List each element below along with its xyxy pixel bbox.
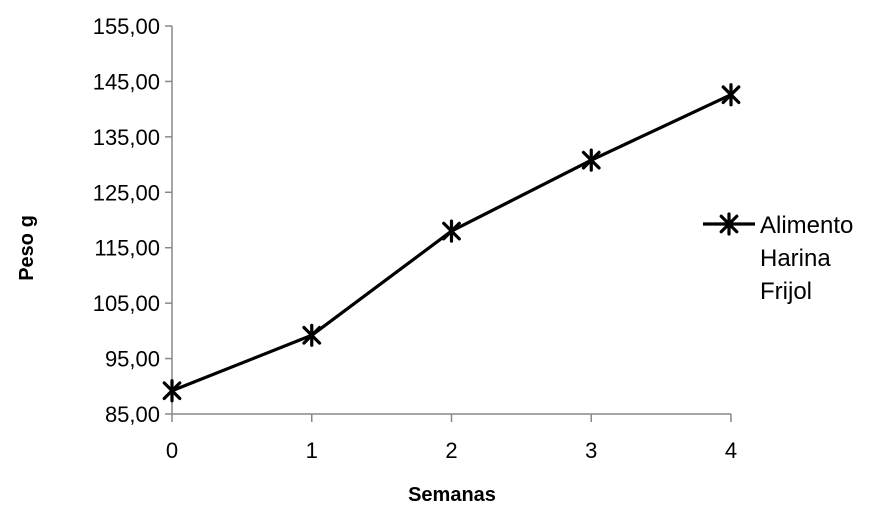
x-tick-label: 2 xyxy=(445,438,457,463)
y-tick-label: 115,00 xyxy=(94,236,160,261)
series-layer xyxy=(162,83,741,403)
y-tick-label: 95,00 xyxy=(105,347,160,372)
x-tick-label: 3 xyxy=(585,438,597,463)
y-tick-label: 125,00 xyxy=(93,180,160,205)
y-tick-label: 85,00 xyxy=(105,402,160,427)
legend-label: Alimento xyxy=(760,212,853,239)
data-point-marker xyxy=(721,83,741,107)
y-axis: 85,00 95,00 105,00 115,00 125,00 135,00 145,00… xyxy=(93,14,173,427)
data-point-marker xyxy=(442,219,461,243)
legend: Alimento Harina Frijol xyxy=(703,212,853,305)
y-tick-label: 145,00 xyxy=(93,69,160,94)
x-axis-title: Semanas xyxy=(408,484,496,506)
x-tick-label: 1 xyxy=(306,438,318,463)
x-tick-label: 0 xyxy=(166,438,178,463)
y-tick-label: 155,00 xyxy=(93,14,160,39)
data-point-marker xyxy=(581,148,601,172)
data-point-marker xyxy=(302,323,322,347)
data-point-marker xyxy=(162,379,182,403)
legend-marker xyxy=(719,212,739,236)
y-tick-label: 135,00 xyxy=(93,125,160,150)
x-tick-label: 4 xyxy=(725,438,737,463)
series-line xyxy=(171,93,732,393)
x-axis: 0 1 2 3 4 xyxy=(166,413,737,463)
y-tick-label: 105,00 xyxy=(93,291,160,316)
legend-label: Frijol xyxy=(760,278,812,305)
y-axis-title: Peso g xyxy=(16,215,38,281)
legend-label: Harina xyxy=(760,245,831,272)
